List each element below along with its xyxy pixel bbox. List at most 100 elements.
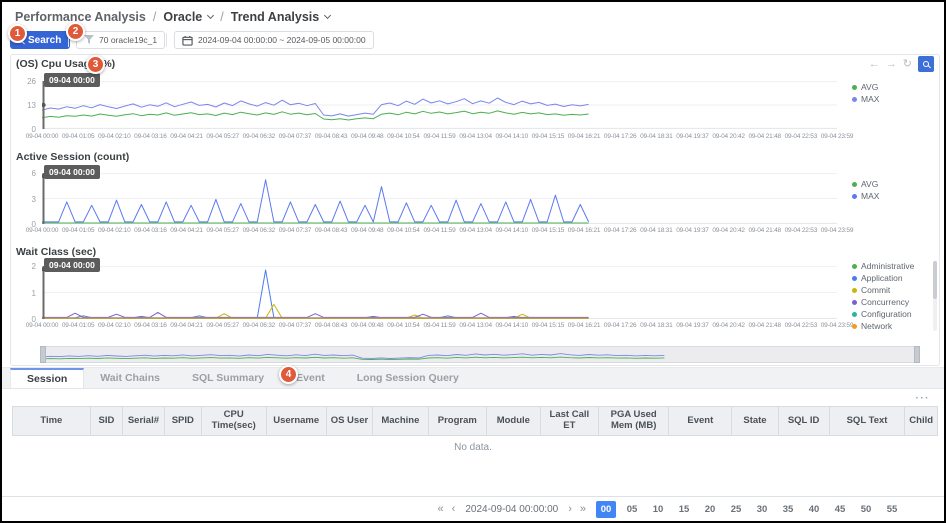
minute-button-50[interactable]: 50 — [860, 503, 872, 515]
minute-button-40[interactable]: 40 — [808, 503, 820, 515]
annotation-badge-3: 3 — [86, 55, 105, 74]
minute-button-55[interactable]: 55 — [886, 503, 898, 515]
x-tick-label: 09-04 13:04 — [459, 133, 492, 140]
chart-title-active-session-count: Active Session (count) — [16, 151, 130, 163]
x-tick-label: 09-04 17:26 — [603, 227, 637, 234]
toolbar-divider — [166, 33, 167, 47]
table-empty-message: No data. — [454, 442, 492, 453]
column-header-last-call-et[interactable]: Last Call ET — [540, 406, 599, 436]
x-tick-label: 09-04 10:54 — [387, 227, 420, 234]
column-header-program[interactable]: Program — [428, 406, 487, 436]
minute-button-00[interactable]: 00 — [596, 500, 616, 518]
overview-slider[interactable] — [40, 346, 920, 363]
x-tick-label: 09-04 11:59 — [423, 133, 456, 140]
calendar-icon — [182, 35, 193, 46]
minute-button-05[interactable]: 05 — [626, 503, 638, 515]
x-tick-label: 09-04 11:59 — [423, 227, 456, 234]
breadcrumb-item-trend-analysis[interactable]: Trend Analysis — [231, 10, 332, 24]
instance-selector[interactable]: 70 oracle19c_1 — [76, 31, 166, 49]
magnifier-glyph — [923, 61, 929, 67]
column-header-serial[interactable]: Serial# — [123, 406, 165, 436]
pan-right-icon[interactable]: → — [885, 58, 897, 70]
x-tick-label: 09-04 14:10 — [495, 227, 529, 234]
breadcrumb-separator: / — [152, 10, 157, 24]
x-tick-label: 09-04 15:15 — [531, 322, 565, 329]
x-tick-label: 09-04 05:27 — [206, 322, 239, 329]
y-tick-label: 2 — [31, 262, 36, 271]
column-header-child[interactable]: Child — [905, 406, 938, 436]
column-header-sql-text[interactable]: SQL Text — [829, 406, 906, 436]
x-tick-label: 09-04 18:31 — [640, 133, 673, 140]
column-header-module[interactable]: Module — [486, 406, 541, 436]
x-tick-label: 09-04 06:32 — [242, 227, 276, 234]
column-header-state[interactable]: State — [732, 406, 779, 436]
breadcrumb-item-oracle[interactable]: Oracle — [163, 10, 215, 24]
instance-label: 70 oracle19c_1 — [99, 35, 158, 45]
x-tick-label: 09-04 11:59 — [423, 322, 456, 329]
minute-button-35[interactable]: 35 — [782, 503, 794, 515]
minute-button-20[interactable]: 20 — [704, 503, 716, 515]
overview-left-handle[interactable] — [40, 346, 46, 363]
page-next-button[interactable]: › — [568, 502, 572, 515]
minute-button-30[interactable]: 30 — [756, 503, 768, 515]
column-header-sid[interactable]: SID — [90, 406, 124, 436]
minute-button-15[interactable]: 15 — [678, 503, 690, 515]
minute-button-45[interactable]: 45 — [834, 503, 846, 515]
chart-plot-wait-class-sec[interactable] — [41, 266, 837, 319]
x-tick-label: 09-04 23:59 — [820, 133, 854, 140]
pan-left-icon[interactable]: ← — [868, 58, 880, 70]
x-tick-label: 09-04 00:00 — [25, 133, 59, 140]
minute-button-10[interactable]: 10 — [652, 503, 664, 515]
column-header-spid[interactable]: SPID — [164, 406, 202, 436]
x-tick-label: 09-04 03:16 — [134, 322, 167, 329]
legend-item-application[interactable]: Application — [852, 273, 903, 283]
overview-right-handle[interactable] — [914, 346, 920, 363]
date-range-picker[interactable]: 2024-09-04 00:00:00 ~ 2024-09-05 00:00:0… — [174, 31, 374, 49]
tab-wait-chains[interactable]: Wait Chains — [100, 372, 160, 384]
table-menu-icon[interactable]: ··· — [915, 393, 930, 404]
x-tick-label: 09-04 08:43 — [314, 133, 348, 140]
refresh-icon[interactable]: ↻ — [902, 58, 912, 70]
column-header-username[interactable]: Username — [266, 406, 327, 436]
page-first-button[interactable]: « — [437, 502, 444, 515]
chart-plot-active-session-count[interactable] — [41, 173, 837, 224]
legend-item-max[interactable]: MAX — [852, 191, 879, 201]
y-tick-label: 0 — [31, 125, 36, 134]
legend-item-avg[interactable]: AVG — [852, 82, 878, 92]
legend-item-commit[interactable]: Commit — [852, 285, 890, 295]
y-tick-label: 0 — [31, 220, 36, 229]
legend-item-avg[interactable]: AVG — [852, 179, 878, 189]
page-last-button[interactable]: » — [579, 502, 586, 515]
column-header-machine[interactable]: Machine — [373, 406, 429, 436]
tab-session[interactable]: Session — [10, 368, 85, 388]
x-tick-label: 09-04 09:48 — [350, 133, 384, 140]
legend-item-network[interactable]: Network — [852, 321, 892, 331]
legend-item-configuration[interactable]: Configuration — [852, 309, 912, 319]
legend-item-max[interactable]: MAX — [852, 94, 879, 104]
column-header-cpu-time-sec[interactable]: CPU Time(sec) — [201, 406, 267, 436]
column-header-pga-used-mem-mb[interactable]: PGA Used Mem (MB) — [599, 406, 670, 436]
x-tick-label: 09-04 20:42 — [712, 322, 745, 329]
column-header-event[interactable]: Event — [669, 406, 733, 436]
chart-plot-os-cpu-usage[interactable] — [41, 81, 837, 129]
page-prev-button[interactable]: ‹ — [451, 502, 456, 515]
zoom-select-icon[interactable] — [918, 56, 934, 72]
tab-sql-summary[interactable]: SQL Summary — [191, 372, 265, 384]
legend-item-concurrency[interactable]: Concurrency — [852, 297, 909, 307]
breadcrumb-separator: / — [220, 10, 224, 24]
column-header-os-user[interactable]: OS User — [326, 406, 374, 436]
column-header-time[interactable]: Time — [12, 406, 91, 436]
tab-long-session-query[interactable]: Long Session Query — [356, 372, 459, 384]
legend-scrollbar-thumb[interactable] — [933, 261, 937, 299]
y-tick-label: 13 — [27, 101, 36, 110]
x-tick-label: 09-04 05:27 — [206, 227, 239, 234]
legend-item-administrative[interactable]: Administrative — [852, 261, 914, 271]
breadcrumb-item-performance-analysis[interactable]: Performance Analysis — [15, 10, 146, 24]
column-header-sql-id[interactable]: SQL ID — [778, 406, 830, 436]
legend-label: AVG — [861, 82, 879, 92]
tab-event[interactable]: Event — [296, 372, 325, 384]
legend-label: Application — [861, 273, 903, 283]
legend-label: Network — [861, 321, 893, 331]
minute-button-25[interactable]: 25 — [730, 503, 742, 515]
